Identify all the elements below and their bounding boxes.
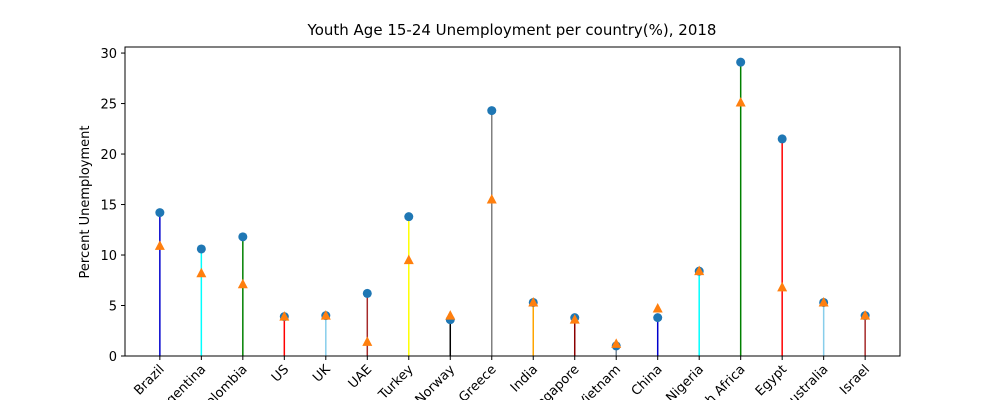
triangle-marker [569,314,580,324]
triangle-marker [818,296,829,307]
triangle-marker [777,281,788,292]
plot-frame [124,46,901,357]
triangle-marker [486,193,497,204]
x-tick-label: China [629,362,666,399]
x-tick-label: India [508,362,541,395]
x-tick-label: Norway [413,362,459,400]
x-tick-label: UK [310,362,334,386]
x-tick-label: Vietnam [575,362,624,400]
triangle-marker [652,303,663,313]
x-tick-label: Australia [780,362,831,400]
y-tick-label: 25 [100,98,117,113]
x-tick-label: US [269,362,292,385]
triangle-marker [860,310,871,320]
triangle-marker [528,296,539,307]
triangle-marker [735,97,746,107]
dot [653,313,663,323]
triangle-marker [362,336,373,346]
x-tick-label: Colombia [197,362,251,400]
triangle-marker [611,338,622,348]
x-tick-label: Nigeria [664,362,707,400]
x-tick-label: Egypt [753,362,790,399]
dot [404,212,414,222]
x-tick-label: UAE [346,362,375,391]
dot [196,244,206,254]
y-tick-label: 5 [109,300,117,315]
triangle-marker [154,240,165,250]
y-axis-label: Percent Unemployment [78,126,93,279]
triangle-marker [403,254,414,265]
triangle-marker [279,311,290,321]
dot [736,57,746,67]
x-tick-label: Turkey [375,362,416,400]
x-tick-label: Israel [837,362,873,398]
dot [487,106,497,116]
triangle-marker [320,310,331,320]
y-tick-label: 10 [100,249,117,264]
triangle-marker [445,310,456,320]
triangle-marker [196,267,207,278]
dot [238,232,248,242]
x-tick-label: Greece [456,362,499,400]
x-tick-label: Brazil [131,362,167,398]
triangle-marker [694,265,705,276]
y-tick-label: 30 [100,47,117,62]
dot [777,134,787,144]
y-tick-label: 20 [100,148,117,163]
chart-title: Youth Age 15-24 Unemployment per country… [307,21,717,39]
y-tick-label: 15 [100,199,117,214]
y-tick-label: 0 [109,350,117,365]
dot [362,288,372,298]
dot [155,208,165,218]
triangle-marker [237,278,248,289]
